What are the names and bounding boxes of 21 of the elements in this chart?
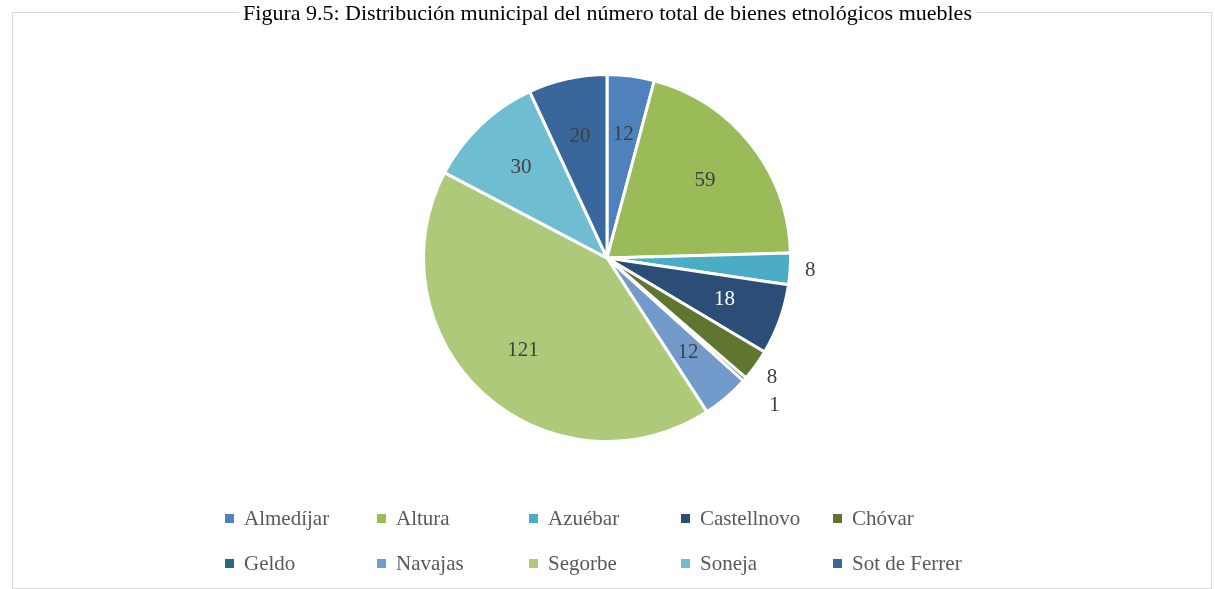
data-label: 8 xyxy=(804,256,816,281)
data-label: 1 xyxy=(769,392,780,417)
legend-label: Azuébar xyxy=(548,506,620,531)
legend-label: Chóvar xyxy=(852,506,914,531)
legend-label: Altura xyxy=(396,506,450,531)
legend-label: Soneja xyxy=(700,551,758,576)
legend-label: Geldo xyxy=(244,551,296,576)
data-label: 12 xyxy=(677,339,699,364)
data-label: 12 xyxy=(612,120,634,145)
legend-label: Segorbe xyxy=(548,551,617,576)
data-label: 30 xyxy=(510,154,532,179)
legend-label: Sot de Ferrer xyxy=(852,551,962,576)
data-label: 59 xyxy=(694,167,716,192)
legend-label: Castellnovo xyxy=(700,506,801,531)
chart-title: Figura 9.5: Distribución municipal del número total de bienes etnológicos muebles xyxy=(239,0,976,25)
legend-label: Almedíjar xyxy=(244,506,330,531)
data-label: 8 xyxy=(766,363,778,388)
data-label: 121 xyxy=(507,336,539,361)
data-label: 18 xyxy=(714,286,736,311)
legend-label: Navajas xyxy=(396,551,464,576)
data-label: 20 xyxy=(569,122,591,147)
